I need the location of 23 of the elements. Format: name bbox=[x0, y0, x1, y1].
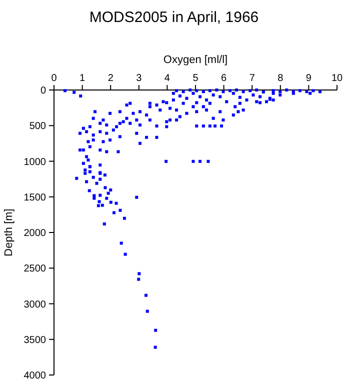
chart-title: MODS2005 in April, 1966 bbox=[89, 9, 259, 26]
x-tick-label: 2 bbox=[108, 73, 114, 84]
x-axis-title: Oxygen [ml/l] bbox=[163, 54, 228, 66]
x-tick-label: 7 bbox=[249, 73, 256, 84]
x-tick-label: 1 bbox=[80, 73, 86, 84]
x-tick-label: 6 bbox=[221, 73, 228, 84]
x-tick-label: 3 bbox=[136, 73, 142, 84]
x-tick-label: 10 bbox=[331, 73, 343, 84]
y-tick-label: 1500 bbox=[24, 192, 46, 204]
y-tick-label: 2500 bbox=[24, 264, 46, 275]
y-tick-label: 4000 bbox=[24, 370, 46, 382]
y-tick-label: 3000 bbox=[24, 299, 46, 310]
x-tick-label: 8 bbox=[278, 73, 284, 84]
x-tick-label: 9 bbox=[306, 73, 312, 84]
y-tick-label: 2000 bbox=[24, 228, 46, 239]
y-tick-label: 500 bbox=[29, 121, 46, 132]
x-tick-label: 0 bbox=[51, 73, 58, 84]
x-tick-label: 4 bbox=[164, 73, 170, 84]
y-tick-label: 3500 bbox=[24, 334, 46, 346]
y-tick-label: 1000 bbox=[24, 156, 46, 168]
y-tick-label: 0 bbox=[40, 86, 46, 96]
y-axis-title: Depth [m] bbox=[3, 208, 15, 256]
x-tick-label: 5 bbox=[192, 73, 199, 84]
